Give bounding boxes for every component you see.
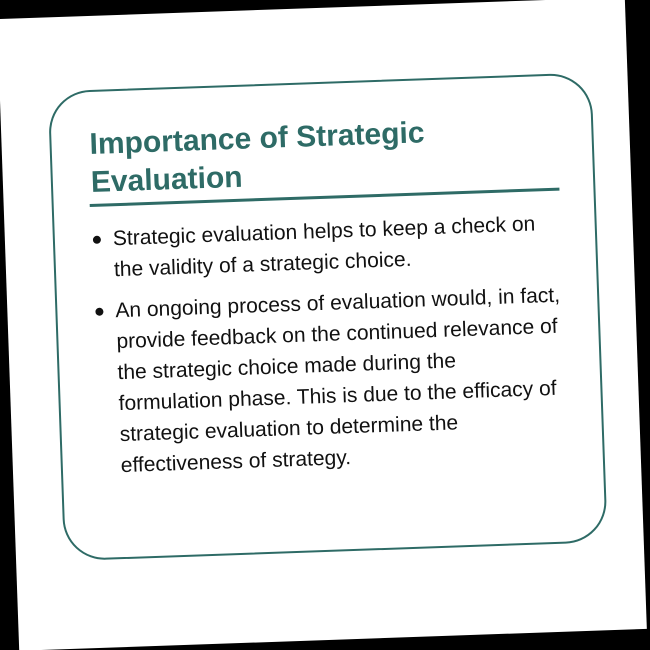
bullet-text: An ongoing process of evaluation would, … [115, 283, 561, 478]
bullet-dot-icon [95, 307, 104, 316]
slide-title-line-2: Evaluation [90, 160, 244, 199]
bullet-list: Strategic evaluation helps to keep a che… [90, 208, 569, 492]
bullet-dot-icon [92, 235, 102, 244]
bullet-text: Strategic evaluation helps to keep a che… [112, 212, 536, 282]
bullet-item: An ongoing process of evaluation would, … [93, 280, 569, 482]
